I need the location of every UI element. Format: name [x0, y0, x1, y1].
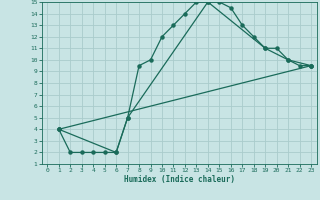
X-axis label: Humidex (Indice chaleur): Humidex (Indice chaleur): [124, 175, 235, 184]
